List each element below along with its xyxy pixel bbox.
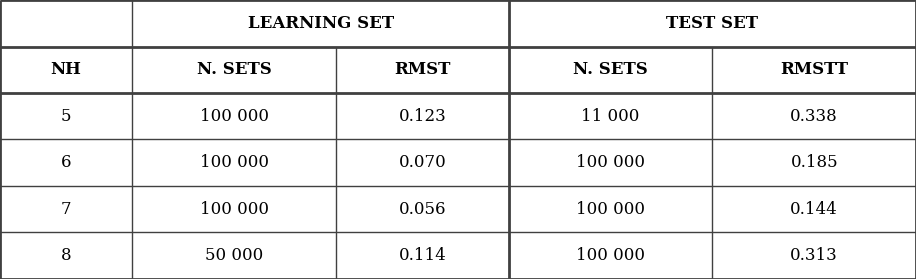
- Text: 50 000: 50 000: [205, 247, 263, 264]
- Text: 100 000: 100 000: [576, 247, 645, 264]
- Text: 100 000: 100 000: [200, 154, 268, 171]
- Text: 0.338: 0.338: [791, 108, 838, 125]
- Text: 0.144: 0.144: [791, 201, 838, 218]
- Text: 100 000: 100 000: [200, 108, 268, 125]
- Text: 7: 7: [60, 201, 71, 218]
- Text: 0.056: 0.056: [398, 201, 446, 218]
- Text: 11 000: 11 000: [582, 108, 640, 125]
- Text: NH: NH: [50, 61, 82, 78]
- Text: 8: 8: [60, 247, 71, 264]
- Text: RMSTT: RMSTT: [780, 61, 848, 78]
- Text: 6: 6: [60, 154, 71, 171]
- Text: 0.123: 0.123: [398, 108, 446, 125]
- Text: 100 000: 100 000: [200, 201, 268, 218]
- Text: LEARNING SET: LEARNING SET: [247, 15, 394, 32]
- Text: RMST: RMST: [394, 61, 451, 78]
- Text: 0.114: 0.114: [398, 247, 446, 264]
- Text: 5: 5: [60, 108, 71, 125]
- Text: 100 000: 100 000: [576, 154, 645, 171]
- Text: N. SETS: N. SETS: [197, 61, 271, 78]
- Text: 0.313: 0.313: [791, 247, 838, 264]
- Text: TEST SET: TEST SET: [667, 15, 758, 32]
- Text: N. SETS: N. SETS: [573, 61, 648, 78]
- Text: 0.185: 0.185: [791, 154, 838, 171]
- Text: 0.070: 0.070: [398, 154, 446, 171]
- Text: 100 000: 100 000: [576, 201, 645, 218]
